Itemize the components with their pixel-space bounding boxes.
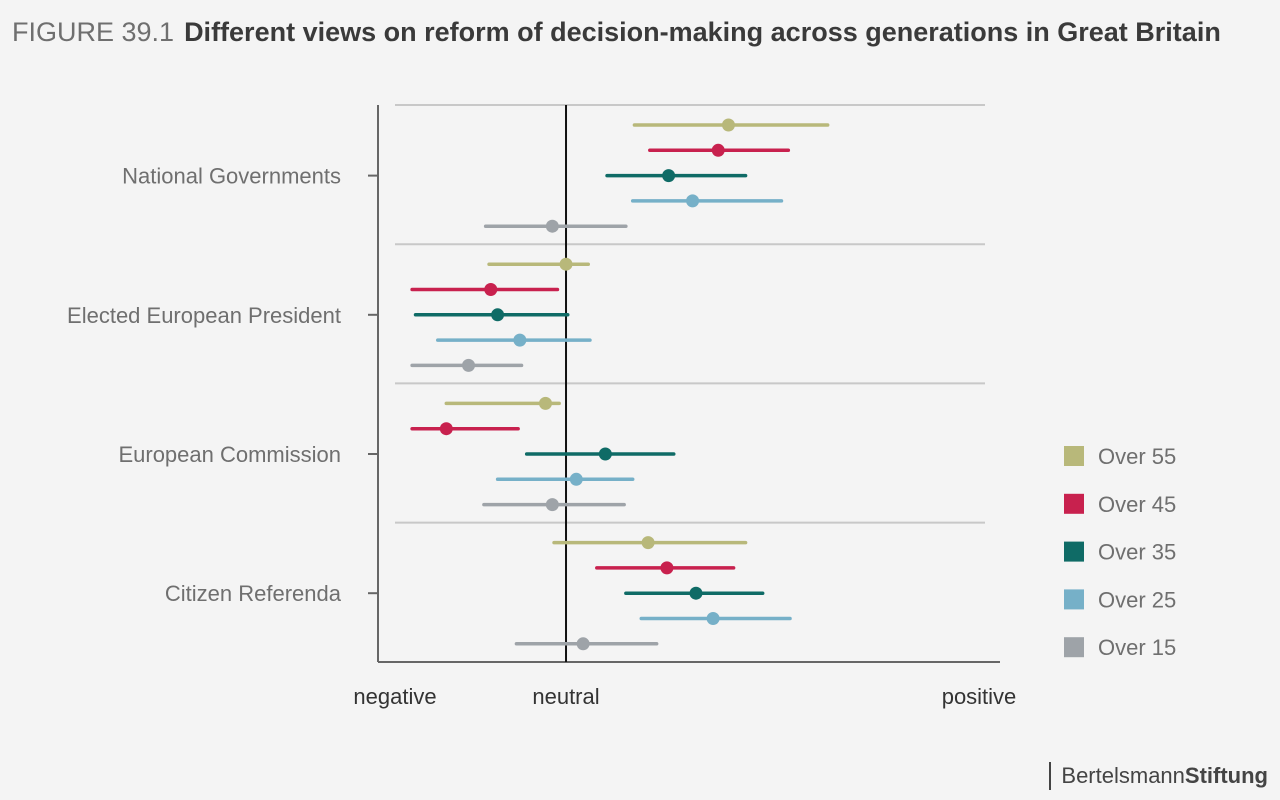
- legend-swatch: [1064, 541, 1084, 562]
- brand-part1: Bertelsmann: [1061, 763, 1185, 788]
- brand-part2: Stiftung: [1184, 763, 1268, 788]
- data-point: [641, 536, 655, 550]
- data-point: [462, 358, 476, 372]
- data-point: [491, 308, 505, 322]
- data-point: [569, 472, 583, 486]
- legend-swatch: [1064, 446, 1084, 466]
- data-point: [689, 586, 703, 600]
- figure-title-text: Different views on reform of decision-ma…: [184, 17, 1221, 47]
- data-point: [538, 396, 552, 410]
- data-point: [711, 143, 725, 157]
- x-tick-label: neutral: [532, 684, 599, 709]
- data-point: [576, 637, 590, 651]
- data-point: [439, 422, 453, 436]
- data-point: [686, 194, 700, 208]
- data-point: [662, 169, 676, 183]
- legend-label: Over 35: [1098, 540, 1176, 565]
- data-point: [513, 333, 527, 347]
- data-point: [545, 498, 559, 512]
- legend-label: Over 45: [1098, 492, 1176, 517]
- data-point: [484, 283, 498, 296]
- legend-label: Over 25: [1098, 587, 1176, 612]
- x-tick-label: negative: [353, 684, 436, 709]
- legend-swatch: [1064, 637, 1084, 658]
- legend-swatch: [1064, 589, 1084, 610]
- data-point: [706, 612, 720, 625]
- data-point: [660, 561, 674, 575]
- data-point: [559, 257, 573, 271]
- category-label: European Commission: [118, 442, 341, 467]
- x-tick-label: positive: [942, 684, 1017, 709]
- legend-swatch: [1064, 493, 1084, 514]
- category-label: National Governments: [122, 164, 341, 189]
- data-point: [598, 447, 612, 461]
- category-label: Elected European President: [67, 303, 341, 328]
- brand-logo: BertelsmannStiftung: [1049, 762, 1268, 790]
- legend-label: Over 55: [1098, 444, 1176, 469]
- category-label: Citizen Referenda: [165, 581, 342, 606]
- data-point: [545, 219, 559, 233]
- data-point: [721, 118, 735, 132]
- figure-title: FIGURE 39.1 Different views on reform of …: [12, 14, 1221, 50]
- legend-label: Over 15: [1098, 635, 1176, 660]
- figure-label: FIGURE 39.1: [12, 17, 175, 47]
